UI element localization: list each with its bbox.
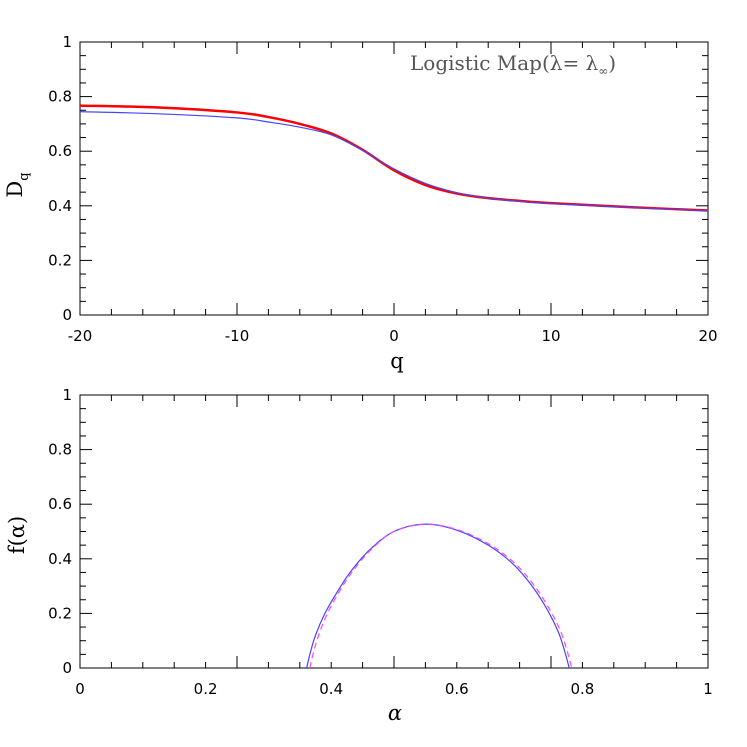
y-axis-label-top: Dq [3, 172, 32, 197]
x-axis-label-bottom: α [388, 701, 402, 725]
series-line-1-1 [309, 523, 573, 669]
x-tick-label: -20 [68, 327, 93, 345]
x-tick-label: 0 [389, 327, 399, 345]
series-line-1-0 [306, 523, 570, 669]
series-line-0-0 [79, 104, 709, 212]
y-tick-label: 0.2 [48, 604, 72, 622]
y-tick-label: 0 [62, 659, 72, 677]
x-tick-label: 10 [541, 327, 560, 345]
x-axis-label-top: q [390, 349, 403, 373]
y-axis-label-bottom: f(α) [5, 516, 29, 554]
x-tick-label: -10 [225, 327, 250, 345]
y-tick-label: 1 [62, 33, 72, 51]
x-tick-label: 0.6 [445, 680, 469, 698]
y-tick-label: 0.2 [48, 251, 72, 269]
y-tick-label: 0.8 [48, 441, 72, 459]
x-tick-label: 20 [698, 327, 717, 345]
series-line-0-1 [79, 111, 709, 212]
x-tick-label: 0.8 [570, 680, 594, 698]
y-tick-label: 1 [62, 386, 72, 404]
y-tick-label: 0.4 [48, 550, 72, 568]
x-tick-label: 1 [703, 680, 713, 698]
y-tick-label: 0.6 [48, 142, 72, 160]
x-tick-label: 0 [75, 680, 85, 698]
x-tick-label: 0.4 [319, 680, 343, 698]
annotation: Logistic Map(λ= λ∞) [410, 51, 616, 78]
y-tick-label: 0.8 [48, 88, 72, 106]
y-tick-label: 0.6 [48, 495, 72, 513]
plot-frame [79, 41, 709, 316]
y-tick-label: 0 [62, 306, 72, 324]
x-tick-label: 0.2 [194, 680, 218, 698]
y-tick-label: 0.4 [48, 197, 72, 215]
